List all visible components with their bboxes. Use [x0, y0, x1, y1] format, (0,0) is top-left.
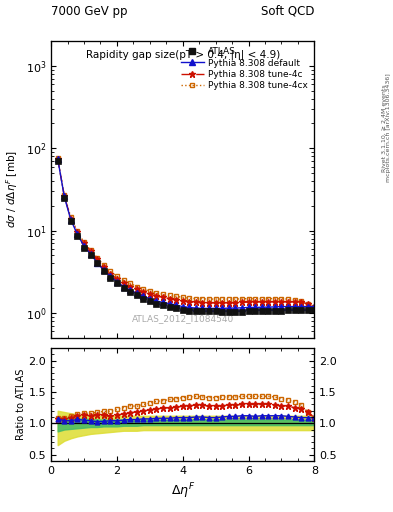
Text: Rivet 3.1.10, ≥ 2.4M events: Rivet 3.1.10, ≥ 2.4M events	[382, 84, 387, 172]
Text: Rapidity gap size(pT > 0.4, |η| < 4.9): Rapidity gap size(pT > 0.4, |η| < 4.9)	[86, 50, 280, 60]
Y-axis label: $d\sigma\ /\ d\Delta\eta^F\ \mathrm{[mb]}$: $d\sigma\ /\ d\Delta\eta^F\ \mathrm{[mb]…	[4, 151, 20, 228]
Text: 7000 GeV pp: 7000 GeV pp	[51, 5, 128, 18]
X-axis label: $\Delta\eta^F$: $\Delta\eta^F$	[171, 481, 195, 501]
Legend: ATLAS, Pythia 8.308 default, Pythia 8.308 tune-4c, Pythia 8.308 tune-4cx: ATLAS, Pythia 8.308 default, Pythia 8.30…	[179, 46, 310, 92]
Text: ATLAS_2012_I1084540: ATLAS_2012_I1084540	[132, 314, 234, 323]
Text: Soft QCD: Soft QCD	[261, 5, 314, 18]
Y-axis label: Ratio to ATLAS: Ratio to ATLAS	[16, 369, 26, 440]
Text: mcplots.cern.ch [arXiv:1306.3436]: mcplots.cern.ch [arXiv:1306.3436]	[386, 74, 391, 182]
